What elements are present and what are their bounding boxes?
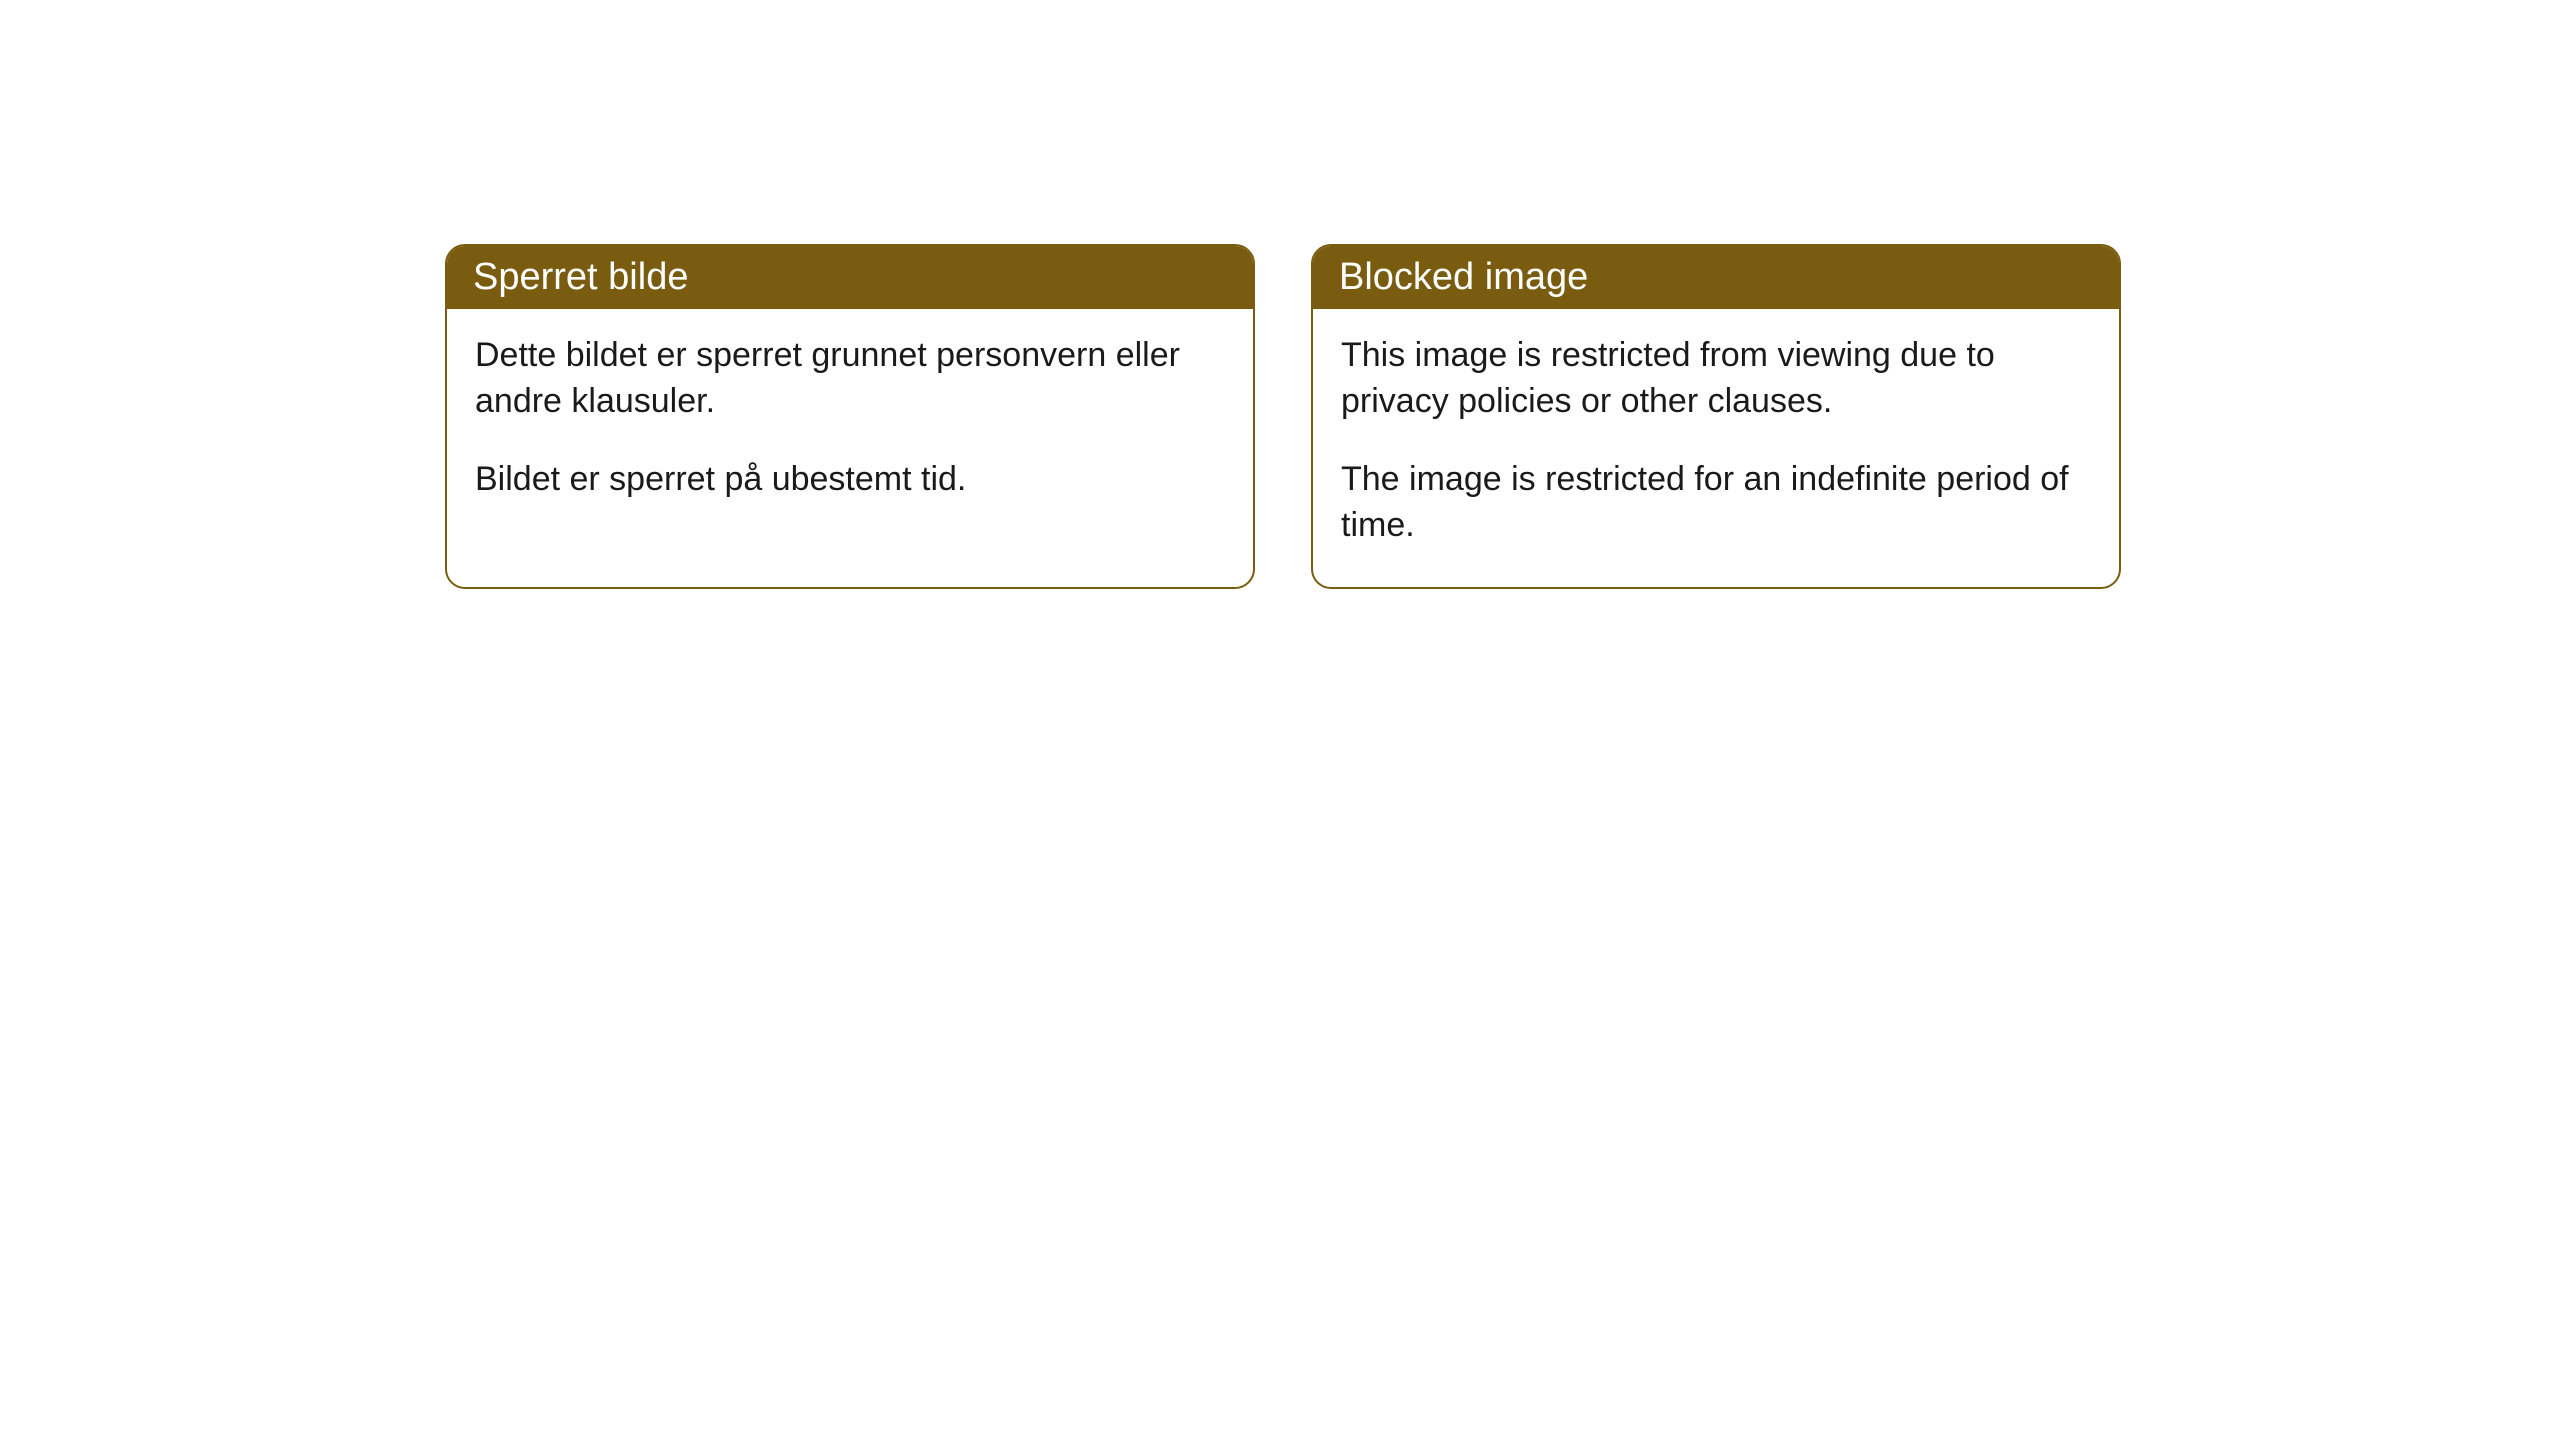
notice-paragraph: Dette bildet er sperret grunnet personve… xyxy=(475,333,1225,425)
notice-card-header: Blocked image xyxy=(1313,246,2119,309)
notice-paragraph: The image is restricted for an indefinit… xyxy=(1341,457,2091,549)
notice-card-english: Blocked image This image is restricted f… xyxy=(1311,244,2121,589)
notice-paragraph: Bildet er sperret på ubestemt tid. xyxy=(475,457,1225,503)
notice-card-title: Sperret bilde xyxy=(473,256,688,298)
notice-card-body: This image is restricted from viewing du… xyxy=(1313,309,2119,587)
notice-card-norwegian: Sperret bilde Dette bildet er sperret gr… xyxy=(445,244,1255,589)
notice-card-header: Sperret bilde xyxy=(447,246,1253,309)
notice-card-body: Dette bildet er sperret grunnet personve… xyxy=(447,309,1253,541)
notice-cards-container: Sperret bilde Dette bildet er sperret gr… xyxy=(445,244,2121,589)
notice-paragraph: This image is restricted from viewing du… xyxy=(1341,333,2091,425)
notice-card-title: Blocked image xyxy=(1339,256,1588,298)
